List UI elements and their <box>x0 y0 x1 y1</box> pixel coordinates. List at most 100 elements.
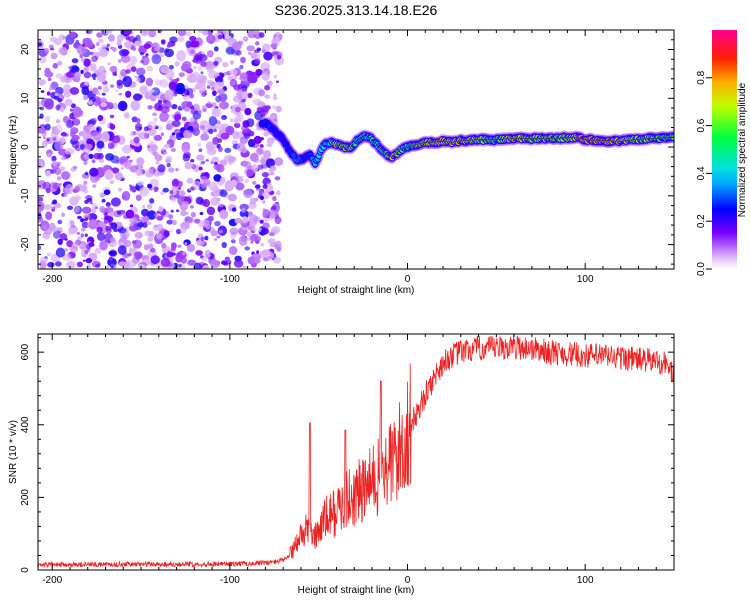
noise-blob <box>101 92 106 96</box>
snr-frame <box>37 333 675 571</box>
noise-blob <box>80 69 84 74</box>
noise-blob <box>118 100 128 111</box>
noise-blob <box>63 89 71 98</box>
noise-blob <box>62 35 66 40</box>
noise-blob <box>238 235 248 246</box>
noise-blob <box>230 179 238 188</box>
noise-blob <box>57 98 63 103</box>
noise-blob <box>160 191 165 196</box>
noise-blob <box>223 71 228 76</box>
noise-blob <box>212 90 217 96</box>
noise-blob <box>92 184 97 188</box>
noise-blob <box>168 262 173 267</box>
noise-blob <box>120 54 131 63</box>
noise-blob <box>219 189 228 198</box>
noise-blob <box>129 204 134 208</box>
noise-blob <box>105 153 115 161</box>
noise-blob <box>138 131 149 140</box>
noise-blob <box>86 244 91 250</box>
noise-blob <box>83 71 92 79</box>
noise-blob <box>240 56 246 64</box>
noise-blob <box>240 72 248 80</box>
noise-blob <box>45 102 54 110</box>
noise-blob <box>203 108 207 113</box>
noise-blob <box>129 225 138 232</box>
noise-blob <box>189 117 195 122</box>
noise-blob <box>229 118 234 123</box>
noise-blob <box>82 206 91 214</box>
noise-blob <box>137 264 147 269</box>
noise-blob <box>246 118 255 127</box>
colorbar-tick-label: 0.4 <box>696 166 707 180</box>
noise-blob <box>147 105 153 110</box>
noise-blob <box>116 79 123 86</box>
noise-blob <box>228 42 232 47</box>
noise-blob <box>247 231 252 237</box>
noise-blob <box>202 264 210 269</box>
noise-blob <box>186 244 196 252</box>
noise-blob <box>263 150 271 159</box>
noise-blob <box>170 209 174 213</box>
noise-blob <box>227 76 233 81</box>
noise-blob <box>194 54 201 62</box>
noise-blob <box>186 101 193 108</box>
noise-blob <box>238 175 244 180</box>
noise-blob <box>132 93 143 101</box>
noise-blob <box>264 84 271 91</box>
noise-blob <box>247 237 252 241</box>
noise-blob <box>202 199 211 208</box>
noise-blob <box>111 135 121 144</box>
noise-blob <box>188 188 192 191</box>
noise-blob <box>64 184 74 195</box>
noise-blob <box>85 258 93 264</box>
spectrogram-y-tick-label: 10 <box>20 92 31 104</box>
noise-blob <box>80 227 86 232</box>
noise-blob <box>177 30 187 37</box>
noise-blob <box>271 205 277 211</box>
noise-blob <box>117 227 127 234</box>
noise-blob <box>42 224 47 229</box>
noise-blob <box>155 160 160 165</box>
noise-blob <box>152 42 159 48</box>
noise-blob <box>134 40 141 46</box>
noise-blob <box>50 52 58 60</box>
noise-blob <box>208 128 214 135</box>
noise-blob <box>91 260 101 268</box>
noise-blob <box>211 230 219 236</box>
noise-blob <box>103 189 111 195</box>
noise-blob <box>270 172 275 176</box>
noise-blob <box>153 134 162 141</box>
noise-blob <box>255 123 260 128</box>
noise-blob <box>89 167 99 177</box>
noise-blob <box>254 235 262 242</box>
noise-blob <box>262 200 266 204</box>
noise-blob <box>260 105 269 116</box>
noise-blob <box>201 160 206 165</box>
noise-blob <box>110 84 115 88</box>
noise-blob <box>117 187 123 192</box>
noise-blob <box>70 65 80 74</box>
noise-blob <box>100 97 107 104</box>
noise-blob <box>189 35 197 42</box>
noise-blob <box>118 49 129 57</box>
noise-blob <box>125 69 131 74</box>
noise-blob <box>91 159 96 164</box>
snr-x-tick-label: 0 <box>405 575 411 586</box>
noise-blob <box>63 248 69 252</box>
noise-blob <box>225 125 235 136</box>
noise-blob <box>158 125 163 131</box>
noise-blob <box>84 81 90 86</box>
noise-blob <box>268 139 274 146</box>
noise-blob <box>60 75 67 83</box>
noise-blob <box>233 259 244 268</box>
noise-blob <box>110 222 118 230</box>
noise-blob <box>66 71 76 78</box>
noise-blob <box>148 230 155 238</box>
noise-blob <box>70 103 76 109</box>
noise-blob <box>54 92 59 97</box>
noise-blob <box>229 60 234 65</box>
noise-blob <box>41 140 48 148</box>
noise-blob <box>43 204 52 211</box>
noise-blob <box>57 60 63 66</box>
noise-blob <box>217 138 223 143</box>
